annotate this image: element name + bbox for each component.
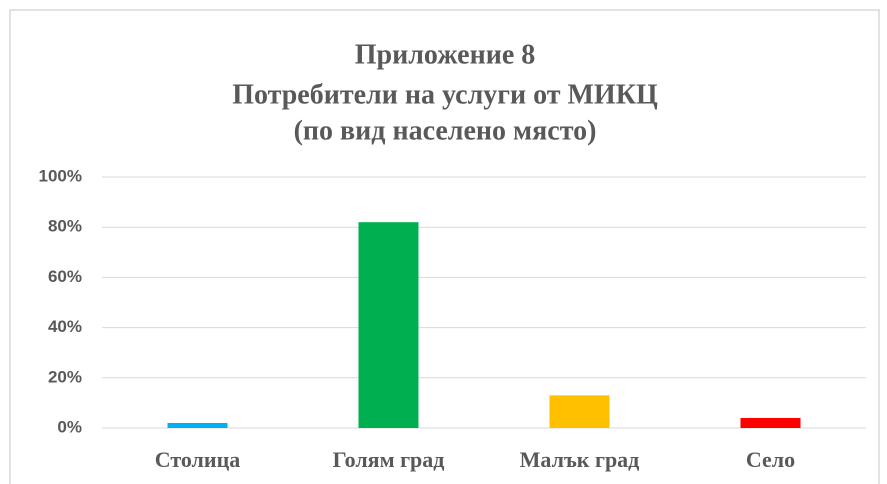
bar: [358, 222, 419, 428]
y-tick-label: 60%: [48, 267, 82, 286]
x-tick-label: Столица: [155, 447, 241, 472]
chart-frame: [9, 9, 880, 484]
chart-title: Потребители на услуги от МИКЦ: [232, 79, 658, 110]
x-tick-label: Село: [746, 447, 795, 472]
x-tick-label: Малък град: [520, 447, 640, 472]
y-tick-label: 80%: [48, 217, 82, 236]
bar: [740, 417, 801, 428]
bar: [167, 422, 228, 428]
x-tick-label: Голям град: [333, 447, 445, 472]
y-tick-label: 20%: [48, 367, 82, 386]
y-tick-label: 0%: [57, 417, 82, 436]
bar: [549, 395, 610, 428]
chart-title: Приложение 8: [355, 39, 536, 70]
chart-title: (по вид населено място): [294, 115, 597, 146]
y-tick-label: 100%: [39, 166, 82, 185]
y-tick-label: 40%: [48, 317, 82, 336]
